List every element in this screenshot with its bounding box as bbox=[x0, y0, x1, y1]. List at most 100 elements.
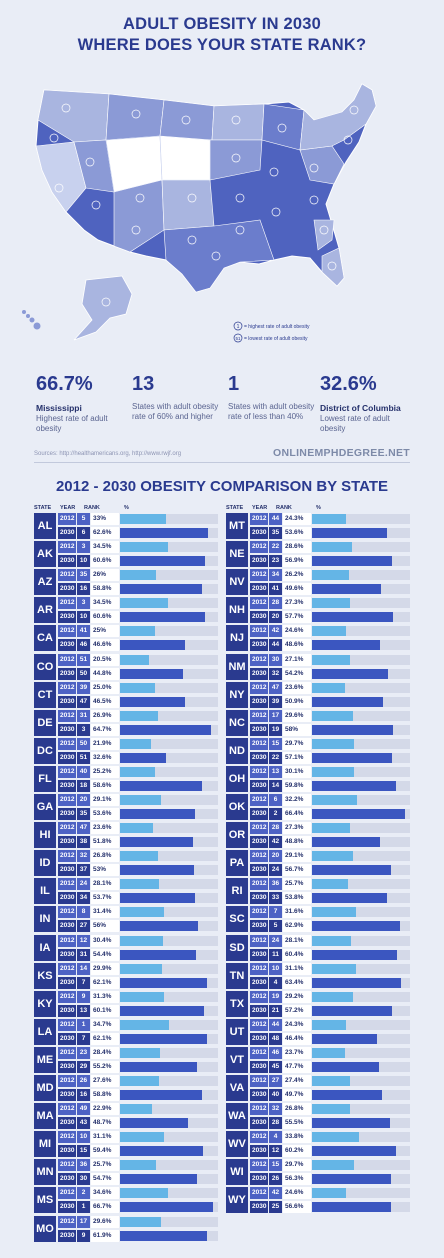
rank-cell: 2 bbox=[269, 808, 282, 820]
bar-y2012 bbox=[120, 682, 155, 693]
row-y2012: 2012 34 26.2% bbox=[250, 569, 411, 582]
rank-cell: 23 bbox=[269, 555, 282, 568]
year-cell: 2012 bbox=[58, 709, 76, 722]
legend-highest-text: = highest rate of adult obesity bbox=[244, 324, 310, 330]
bar-track bbox=[120, 1146, 218, 1157]
row-y2012: 2012 17 29.6% bbox=[250, 709, 411, 722]
bar-y2030 bbox=[312, 1061, 379, 1072]
bar-track bbox=[120, 1076, 218, 1086]
stat-description: States with adult obesity rate of less t… bbox=[228, 402, 315, 421]
bar-y2030 bbox=[120, 612, 205, 623]
bar-y2030 bbox=[120, 1146, 204, 1157]
pct-cell: 55.2% bbox=[91, 1060, 119, 1073]
header-year-left: YEAR bbox=[60, 505, 76, 511]
row-y2030: 2030 6 62.6% bbox=[58, 527, 219, 539]
row-y2012: 2012 13 30.1% bbox=[250, 765, 411, 778]
year-cell: 2030 bbox=[58, 976, 76, 989]
site-link[interactable]: ONLINEMPHDEGREE.NET bbox=[273, 447, 410, 459]
rank-cell: 42 bbox=[269, 1187, 282, 1200]
state-block-nj: NJ 2012 42 24.6% 2030 44 48.6% bbox=[226, 625, 411, 652]
year-cell: 2012 bbox=[250, 1187, 268, 1200]
row-y2012: 2012 15 29.7% bbox=[250, 1159, 411, 1172]
bar-track bbox=[120, 795, 218, 805]
year-cell: 2030 bbox=[58, 723, 76, 736]
rank-cell: 51 bbox=[77, 653, 90, 666]
bar-track bbox=[120, 907, 218, 918]
pct-cell: 27.3% bbox=[283, 597, 311, 610]
state-block-pa: PA 2012 20 29.1% 2030 24 56.7% bbox=[226, 850, 411, 877]
state-block-sc: SC 2012 7 31.6% 2030 5 62.9% bbox=[226, 906, 411, 933]
state-block-ri: RI 2012 36 25.7% 2030 33 53.8% bbox=[226, 878, 411, 905]
stat-description: Lowest rate of adult obesity bbox=[320, 414, 390, 433]
row-y2030: 2030 3 64.7% bbox=[58, 723, 219, 736]
year-cell: 2012 bbox=[58, 597, 76, 610]
state-block-ut: UT 2012 44 24.3% 2030 48 46.4% bbox=[226, 1018, 411, 1045]
year-cell: 2030 bbox=[250, 1173, 268, 1186]
bar-track bbox=[120, 640, 218, 651]
bar-y2012 bbox=[120, 626, 155, 637]
row-y2030: 2030 50 44.8% bbox=[58, 667, 219, 680]
bar-track bbox=[312, 1076, 410, 1086]
bar-track bbox=[120, 1174, 218, 1185]
bar-track bbox=[120, 837, 218, 848]
row-y2030: 2030 22 57.1% bbox=[250, 751, 411, 764]
row-y2030: 2030 7 62.1% bbox=[58, 976, 219, 989]
bar-track bbox=[312, 584, 410, 595]
bar-y2012 bbox=[312, 598, 351, 609]
bar-track bbox=[120, 1061, 218, 1072]
sources-text: Sources: http://healthamericans.org, htt… bbox=[34, 451, 182, 457]
rank-cell: 26 bbox=[77, 1075, 90, 1087]
row-y2030: 2030 1 66.7% bbox=[58, 1201, 219, 1214]
bar-y2012 bbox=[312, 879, 348, 890]
rank-cell: 44 bbox=[269, 1018, 282, 1031]
bar-track bbox=[312, 1033, 410, 1044]
bar-y2030 bbox=[312, 584, 382, 595]
alaska-shape bbox=[73, 275, 133, 341]
rank-cell: 40 bbox=[77, 765, 90, 778]
rank-cell: 10 bbox=[77, 611, 90, 624]
rank-cell: 10 bbox=[77, 555, 90, 568]
pct-cell: 27.3% bbox=[283, 822, 311, 835]
state-code: AL bbox=[34, 513, 56, 539]
bar-y2012 bbox=[120, 710, 158, 721]
legend-lowest-num: 51 bbox=[235, 336, 241, 341]
pct-cell: 58.8% bbox=[91, 583, 119, 596]
rank-cell: 17 bbox=[77, 1215, 90, 1228]
stat-description: States with adult obesity rate of 60% an… bbox=[132, 402, 219, 421]
year-cell: 2012 bbox=[250, 934, 268, 947]
comparison-title: 2012 - 2030 OBESITY COMPARISON BY STATE bbox=[55, 478, 389, 495]
rank-cell: 32 bbox=[269, 667, 282, 680]
bar-y2030 bbox=[312, 893, 388, 904]
rank-cell: 44 bbox=[269, 639, 282, 652]
pct-cell: 25% bbox=[91, 625, 119, 638]
bar-track bbox=[312, 570, 410, 581]
row-y2012: 2012 24 28.1% bbox=[250, 934, 411, 947]
state-block-ms: MS 2012 2 34.6% 2030 1 66.7% bbox=[34, 1187, 219, 1214]
bar-track bbox=[120, 1216, 218, 1227]
page-title-line2: WHERE DOES YOUR STATE RANK? bbox=[77, 36, 367, 54]
bar-y2030 bbox=[312, 696, 384, 707]
stat-value: 1 bbox=[228, 373, 240, 395]
bar-track bbox=[120, 1033, 218, 1044]
pct-cell: 24.6% bbox=[283, 625, 311, 638]
rank-cell: 11 bbox=[269, 948, 282, 961]
pct-cell: 34.6% bbox=[91, 1187, 119, 1200]
rank-cell: 34 bbox=[77, 892, 90, 905]
year-cell: 2012 bbox=[250, 737, 268, 750]
pct-cell: 32.6% bbox=[91, 751, 119, 764]
year-cell: 2030 bbox=[58, 695, 76, 708]
pct-cell: 34.7% bbox=[91, 1018, 119, 1031]
hawaii-shape bbox=[22, 310, 41, 330]
pct-cell: 34.5% bbox=[91, 541, 119, 554]
bar-y2012 bbox=[312, 907, 357, 918]
bar-y2030 bbox=[120, 949, 197, 960]
year-cell: 2030 bbox=[250, 667, 268, 680]
rank-cell: 31 bbox=[77, 948, 90, 961]
row-y2012: 2012 42 24.6% bbox=[250, 625, 411, 638]
year-cell: 2030 bbox=[58, 892, 76, 905]
rank-cell: 27 bbox=[77, 920, 90, 933]
bar-track bbox=[120, 879, 218, 890]
pct-cell: 24.3% bbox=[283, 1018, 311, 1031]
page-title-line1: ADULT OBESITY IN 2030 bbox=[123, 15, 321, 33]
state-block-me: ME 2012 23 28.4% 2030 29 55.2% bbox=[34, 1046, 219, 1073]
